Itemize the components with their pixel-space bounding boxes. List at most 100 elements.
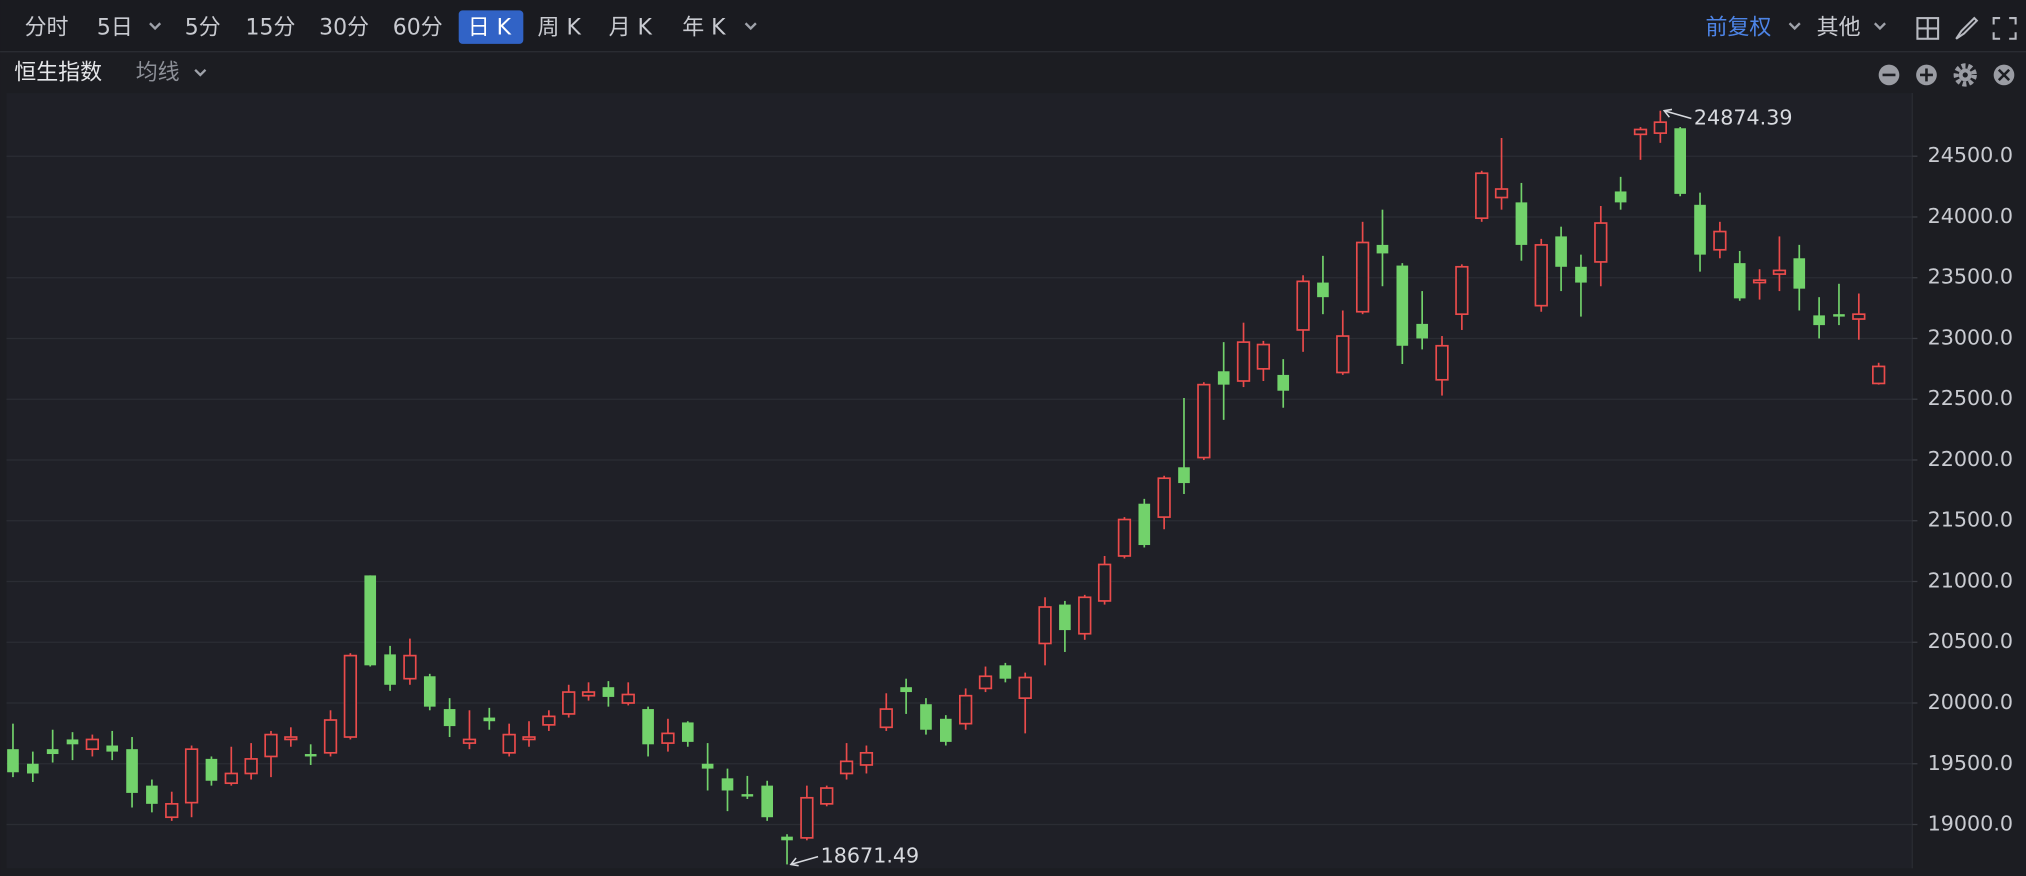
candle bbox=[66, 732, 79, 761]
candle-body bbox=[1694, 204, 1706, 255]
candle bbox=[1138, 498, 1151, 548]
period-tab[interactable]: 15分 bbox=[246, 15, 296, 40]
adjust-menu[interactable]: 前复权 bbox=[1706, 15, 1772, 40]
candle bbox=[1178, 398, 1190, 495]
period-tab[interactable]: 60分 bbox=[393, 15, 443, 40]
candle bbox=[284, 727, 298, 747]
candle bbox=[1633, 127, 1648, 160]
candle-body bbox=[1396, 265, 1409, 346]
chart-title: 恒生指数 bbox=[14, 61, 102, 86]
candle-body bbox=[1793, 258, 1806, 289]
candle bbox=[224, 746, 238, 786]
candle bbox=[1197, 382, 1211, 460]
candle bbox=[483, 707, 496, 730]
candle bbox=[1752, 269, 1767, 300]
candle-body bbox=[46, 749, 59, 755]
candle-body bbox=[1435, 344, 1449, 381]
candle bbox=[1674, 127, 1686, 197]
period-tab[interactable]: 分时 bbox=[25, 15, 69, 40]
candle bbox=[126, 737, 138, 808]
period-tab[interactable]: 5分 bbox=[185, 15, 221, 40]
candle bbox=[1594, 206, 1608, 287]
candle-body bbox=[940, 718, 952, 742]
candle bbox=[642, 706, 654, 757]
candle bbox=[1515, 182, 1528, 261]
period-tab[interactable]: 日 K bbox=[468, 15, 512, 40]
zoom-in-button[interactable] bbox=[1916, 64, 1937, 86]
candle-body bbox=[443, 709, 456, 727]
candle bbox=[1277, 359, 1290, 408]
candle-body bbox=[581, 691, 596, 697]
y-tick-label: 21000.0 bbox=[1928, 568, 2013, 592]
draw-icon[interactable] bbox=[1955, 16, 1979, 40]
period-tab[interactable]: 年 K bbox=[682, 15, 726, 40]
period-tabs: 分时 5日 5分 15分 30分 60分日 K 周 K 月 K 年 K bbox=[25, 15, 727, 40]
candle-body bbox=[721, 778, 734, 791]
candle bbox=[1396, 263, 1409, 364]
candle bbox=[1852, 293, 1866, 340]
candle bbox=[1813, 297, 1825, 339]
candle bbox=[1694, 192, 1706, 272]
candle bbox=[661, 718, 675, 752]
min-label: 18671.49 bbox=[821, 844, 920, 868]
candle-body bbox=[343, 654, 358, 738]
more-menu[interactable]: 其他 bbox=[1817, 15, 1861, 40]
indicator-menu[interactable]: 均线 bbox=[136, 61, 180, 86]
candle-body bbox=[1197, 383, 1211, 459]
candle-body bbox=[1674, 128, 1686, 194]
chevron bbox=[1873, 22, 1886, 31]
grid-icon[interactable] bbox=[1916, 17, 1940, 40]
candle bbox=[1236, 322, 1251, 388]
period-tab[interactable]: 周 K bbox=[538, 15, 582, 40]
candle bbox=[26, 751, 39, 782]
candle-body bbox=[999, 665, 1012, 679]
candle-body bbox=[1038, 606, 1052, 645]
fullscreen-icon[interactable] bbox=[1992, 17, 2017, 40]
candles bbox=[7, 110, 1886, 865]
candle-body bbox=[900, 687, 912, 693]
candle-body bbox=[502, 733, 516, 754]
candle bbox=[146, 779, 158, 813]
candle bbox=[741, 775, 754, 799]
candle bbox=[800, 785, 814, 841]
plot-area bbox=[6, 93, 1913, 869]
candle bbox=[1157, 475, 1171, 530]
candle bbox=[681, 721, 694, 747]
candle-body bbox=[1494, 188, 1509, 199]
candle-body bbox=[839, 760, 854, 775]
candle-body bbox=[1555, 236, 1567, 267]
candle bbox=[581, 682, 596, 701]
candle bbox=[781, 834, 793, 865]
close-button[interactable] bbox=[1993, 64, 2015, 86]
candle-body bbox=[1833, 314, 1845, 317]
candle bbox=[1256, 340, 1271, 382]
candle bbox=[940, 715, 952, 746]
zoom-out-button[interactable] bbox=[1878, 64, 1900, 86]
y-tick-label: 22000.0 bbox=[1928, 447, 2013, 471]
candle-body bbox=[264, 733, 278, 758]
candle-body bbox=[7, 749, 19, 773]
candle bbox=[542, 710, 556, 731]
candle bbox=[1217, 342, 1230, 420]
candle bbox=[1872, 362, 1886, 385]
period-tab[interactable]: 5日 bbox=[97, 15, 133, 40]
candle bbox=[165, 791, 179, 821]
candle-body bbox=[1653, 121, 1667, 134]
candle-body bbox=[959, 694, 973, 725]
y-tick-label: 20500.0 bbox=[1928, 629, 2013, 653]
candle-body bbox=[1296, 280, 1310, 331]
candle bbox=[900, 678, 912, 714]
candle-body bbox=[1515, 202, 1528, 245]
candle bbox=[502, 723, 516, 757]
candle bbox=[602, 681, 615, 707]
candle bbox=[1376, 209, 1389, 287]
candle-body bbox=[126, 749, 138, 793]
candle-body bbox=[1594, 222, 1608, 263]
period-tab[interactable]: 月 K bbox=[609, 15, 653, 40]
period-tab[interactable]: 30分 bbox=[319, 15, 369, 40]
candle bbox=[1336, 310, 1350, 375]
candle bbox=[1713, 221, 1727, 259]
y-tick-label: 23500.0 bbox=[1928, 265, 2013, 289]
candle-body bbox=[483, 717, 496, 722]
candle-body bbox=[1475, 172, 1489, 220]
